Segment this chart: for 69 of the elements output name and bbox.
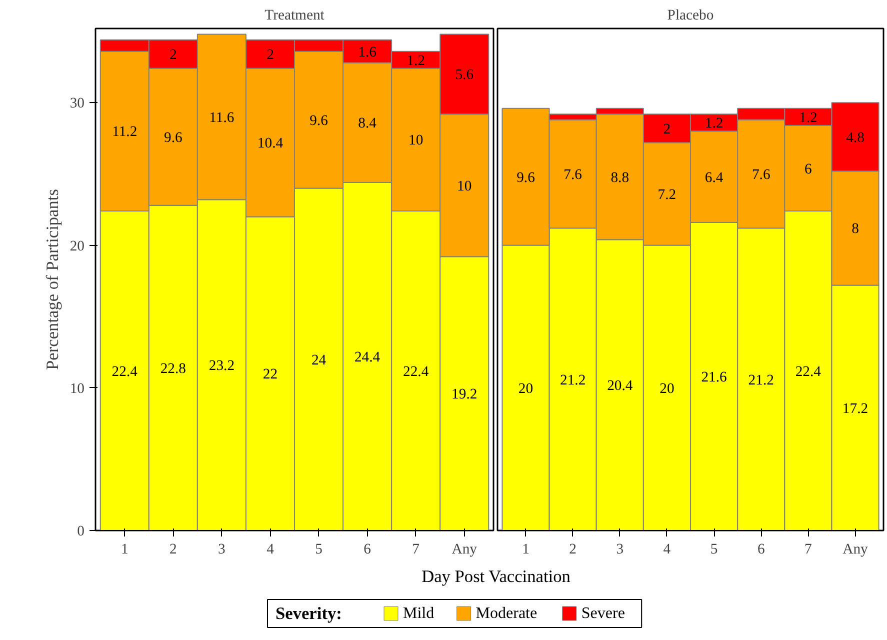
chart-title: Treatment	[264, 8, 324, 24]
x-tick-label: 2	[169, 542, 177, 558]
x-tick-label: 4	[663, 542, 672, 558]
data-label: 7.6	[564, 166, 582, 183]
data-label: 1.6	[358, 44, 376, 60]
data-label: 11.6	[209, 110, 234, 126]
data-label: 10.4	[257, 136, 284, 152]
data-label: 8.8	[610, 170, 630, 186]
x-tick-label: 1	[522, 542, 530, 558]
legend-label: Mild	[403, 605, 434, 622]
data-label: 22	[262, 366, 278, 383]
data-label: 5.6	[455, 67, 474, 84]
data-label: 21.6	[701, 369, 727, 386]
data-label: 21.2	[560, 372, 586, 388]
data-label: 7.2	[658, 186, 676, 203]
data-label: 8	[852, 221, 859, 238]
data-label: 2	[266, 47, 274, 64]
y-tick-label: 10	[70, 380, 84, 397]
data-label: 9.6	[164, 130, 182, 146]
y-tick-label: 20	[70, 238, 84, 254]
data-label: 22.8	[160, 360, 186, 377]
x-tick-label: 4	[266, 542, 275, 558]
y-axis-title: Percentage of Participants	[42, 188, 62, 370]
data-label: 1.2	[406, 52, 426, 69]
x-axis-title: Day Post Vaccination	[422, 566, 570, 588]
data-label: 23.2	[208, 358, 235, 374]
data-label: 2	[169, 47, 177, 64]
data-label: 19.2	[452, 386, 478, 403]
data-label: 24	[311, 352, 327, 368]
data-label: 6.4	[704, 170, 724, 186]
y-tick-label: 30	[70, 96, 84, 112]
data-label: 21.2	[748, 372, 774, 388]
data-label: 20	[660, 380, 674, 397]
data-label: 22.4	[403, 364, 430, 380]
data-label: 7.6	[752, 166, 770, 183]
x-tick-label: 5	[315, 542, 322, 558]
x-tick-label: 7	[412, 542, 420, 558]
data-label: 10	[457, 178, 472, 194]
data-label: 20.4	[607, 378, 634, 394]
data-label: 9.6	[516, 170, 535, 186]
x-tick-label: 6	[364, 542, 371, 558]
data-label: 1.2	[704, 116, 724, 132]
data-label: 6	[804, 161, 812, 178]
x-tick-label: 6	[757, 542, 765, 558]
data-label: 11.2	[112, 124, 138, 140]
legend-label: Severe	[581, 605, 625, 622]
data-label: 9.6	[310, 112, 328, 129]
data-label: 24.4	[354, 350, 381, 366]
data-label: 20	[518, 380, 534, 397]
data-label: 22.4	[795, 364, 822, 380]
data-label: 8.4	[358, 116, 378, 132]
data-label: 10	[408, 132, 424, 149]
x-tick-label: 3	[616, 542, 624, 558]
data-label: 4.8	[846, 130, 864, 146]
data-label: 2	[663, 121, 671, 138]
x-tick-label: 7	[804, 542, 812, 558]
legend-label: Moderate	[476, 605, 538, 622]
data-label: 17.2	[842, 400, 868, 417]
data-label: 22.4	[112, 364, 138, 380]
x-tick-label: Any	[842, 542, 869, 558]
x-tick-label: Any	[452, 542, 478, 558]
x-tick-label: 5	[710, 542, 718, 558]
y-tick-label: 0	[77, 524, 84, 540]
legend-title: Severity:	[276, 604, 342, 623]
x-tick-label: 2	[569, 542, 576, 558]
data-label: 1.2	[799, 110, 818, 126]
x-tick-label: 1	[120, 542, 128, 558]
chart-title: Placebo	[667, 8, 714, 24]
x-tick-label: 3	[218, 542, 226, 558]
